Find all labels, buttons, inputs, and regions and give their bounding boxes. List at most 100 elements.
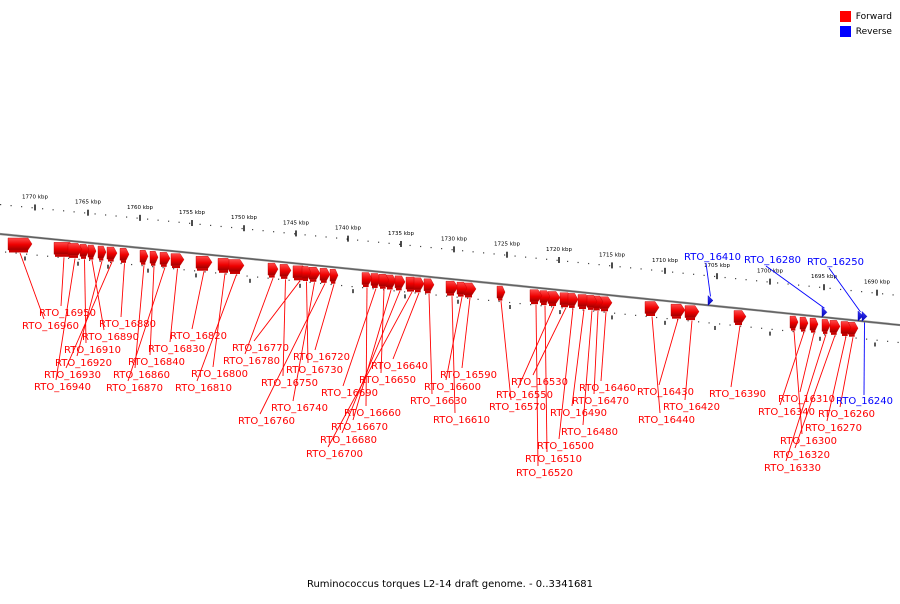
gene-arrow-forward (413, 277, 425, 290)
gene-leader-line (84, 259, 87, 344)
gene-arrow-forward (228, 259, 245, 272)
track-dot (351, 285, 353, 288)
track-dot (183, 269, 185, 271)
scale-dot (598, 264, 600, 266)
gene-arrow-shadow (831, 332, 837, 335)
gene-leader-line (517, 306, 555, 389)
gene-leader-line (306, 281, 309, 364)
gene-arrow-shadow (81, 256, 86, 259)
track-dot (393, 290, 395, 292)
gene-label: RTO_16590 (440, 370, 497, 381)
gene-arrow-forward (821, 319, 831, 332)
scale-dot (609, 265, 611, 267)
scale-dot (724, 276, 726, 279)
gene-arrow-shadow (646, 313, 655, 316)
scale-dot (661, 270, 663, 272)
gene-label: RTO_16390 (709, 389, 766, 400)
gene-arrow-shadow (549, 303, 556, 306)
scale-tick-label: 1770 kbp (22, 194, 48, 200)
track-dot (782, 329, 784, 332)
scale-dot (819, 286, 821, 288)
gene-label: RTO_16630 (410, 396, 467, 407)
gene-leader-line (292, 282, 315, 402)
scale-dot (420, 245, 422, 248)
track-dot (614, 312, 616, 314)
scale-dot (157, 219, 159, 221)
gene-arrow-shadow (686, 317, 695, 321)
gene-leader-line (839, 337, 854, 408)
scale-dot (756, 280, 758, 282)
gene-label: RTO_16880 (99, 319, 156, 330)
gene-arrow-forward (139, 250, 149, 263)
gene-arrow-shadow (396, 287, 402, 291)
gene-leader-line (582, 310, 593, 426)
gene-label: RTO_16410 (684, 252, 741, 263)
track-dot (246, 275, 248, 277)
scale-dot (315, 235, 317, 237)
scale-dot (745, 279, 747, 281)
scale-dot (735, 278, 737, 280)
gene-label: RTO_16440 (638, 415, 695, 426)
track-dot (267, 277, 269, 279)
scale-dot (640, 268, 642, 270)
gene-label: RTO_16430 (637, 387, 694, 398)
forward-swatch (839, 11, 851, 22)
gene-label: RTO_16890 (82, 332, 139, 343)
gene-label: RTO_16680 (320, 435, 377, 446)
scale-dot (693, 273, 695, 275)
gene-arrow-forward (67, 243, 83, 256)
scale-dot (703, 274, 705, 276)
track-dot (152, 266, 154, 268)
scale-tick-label: 1745 kbp (283, 220, 309, 226)
gene-leader-line (55, 258, 76, 381)
gene-arrow-forward (308, 267, 321, 280)
track-dot (887, 340, 889, 342)
gene-leader-line (461, 297, 471, 369)
gene-arrow-shadow (161, 264, 167, 267)
gene-label: RTO_16650 (359, 375, 416, 386)
gene-arrow-shadow (541, 302, 547, 306)
scale-tick-label: 1710 kbp (652, 258, 678, 264)
track-dot (603, 311, 605, 313)
gene-leader-line (544, 305, 548, 453)
gene-label: RTO_16320 (773, 450, 830, 461)
gene-arrow-forward (149, 251, 159, 264)
track-dot (341, 284, 343, 287)
gene-leader-line (445, 297, 463, 381)
gene-label: RTO_16820 (170, 331, 227, 342)
scale-dot (567, 260, 569, 263)
gene-leader-line (730, 325, 741, 388)
gene-label: RTO_16640 (371, 361, 428, 372)
gene-leader-line (149, 266, 155, 356)
scale-dot (430, 246, 432, 249)
gene-arrow-forward (279, 264, 292, 277)
scale-dot (714, 275, 716, 278)
gene-label: RTO_16470 (572, 396, 629, 407)
scale-dot (409, 244, 411, 247)
track-dot (456, 296, 458, 298)
gene-leader-line (658, 319, 679, 386)
track-dot (855, 337, 857, 339)
scale-dot (682, 272, 684, 274)
gene-arrow-shadow (99, 258, 104, 261)
gene-arrow-shadow (141, 262, 146, 265)
gene-arrow-forward (586, 295, 598, 308)
gene-arrow-shadow (425, 290, 431, 294)
gene-arrow-forward (378, 274, 390, 287)
scale-dot (52, 209, 54, 211)
gene-leader-line (120, 263, 125, 318)
gene-leader-line (705, 262, 711, 297)
scale-dot (483, 252, 485, 254)
gene-arrow-forward (79, 244, 90, 257)
track-dot (404, 291, 406, 293)
track-dot (162, 267, 164, 269)
track-dot (204, 271, 206, 273)
scale-dot (619, 266, 621, 268)
scale-dot (63, 210, 65, 212)
scale-dot (556, 259, 558, 261)
genome-backbone-core (0, 233, 900, 326)
scale-dot (787, 283, 789, 285)
gene-label: RTO_16830 (148, 344, 205, 355)
gene-arrow-shadow (108, 259, 114, 262)
